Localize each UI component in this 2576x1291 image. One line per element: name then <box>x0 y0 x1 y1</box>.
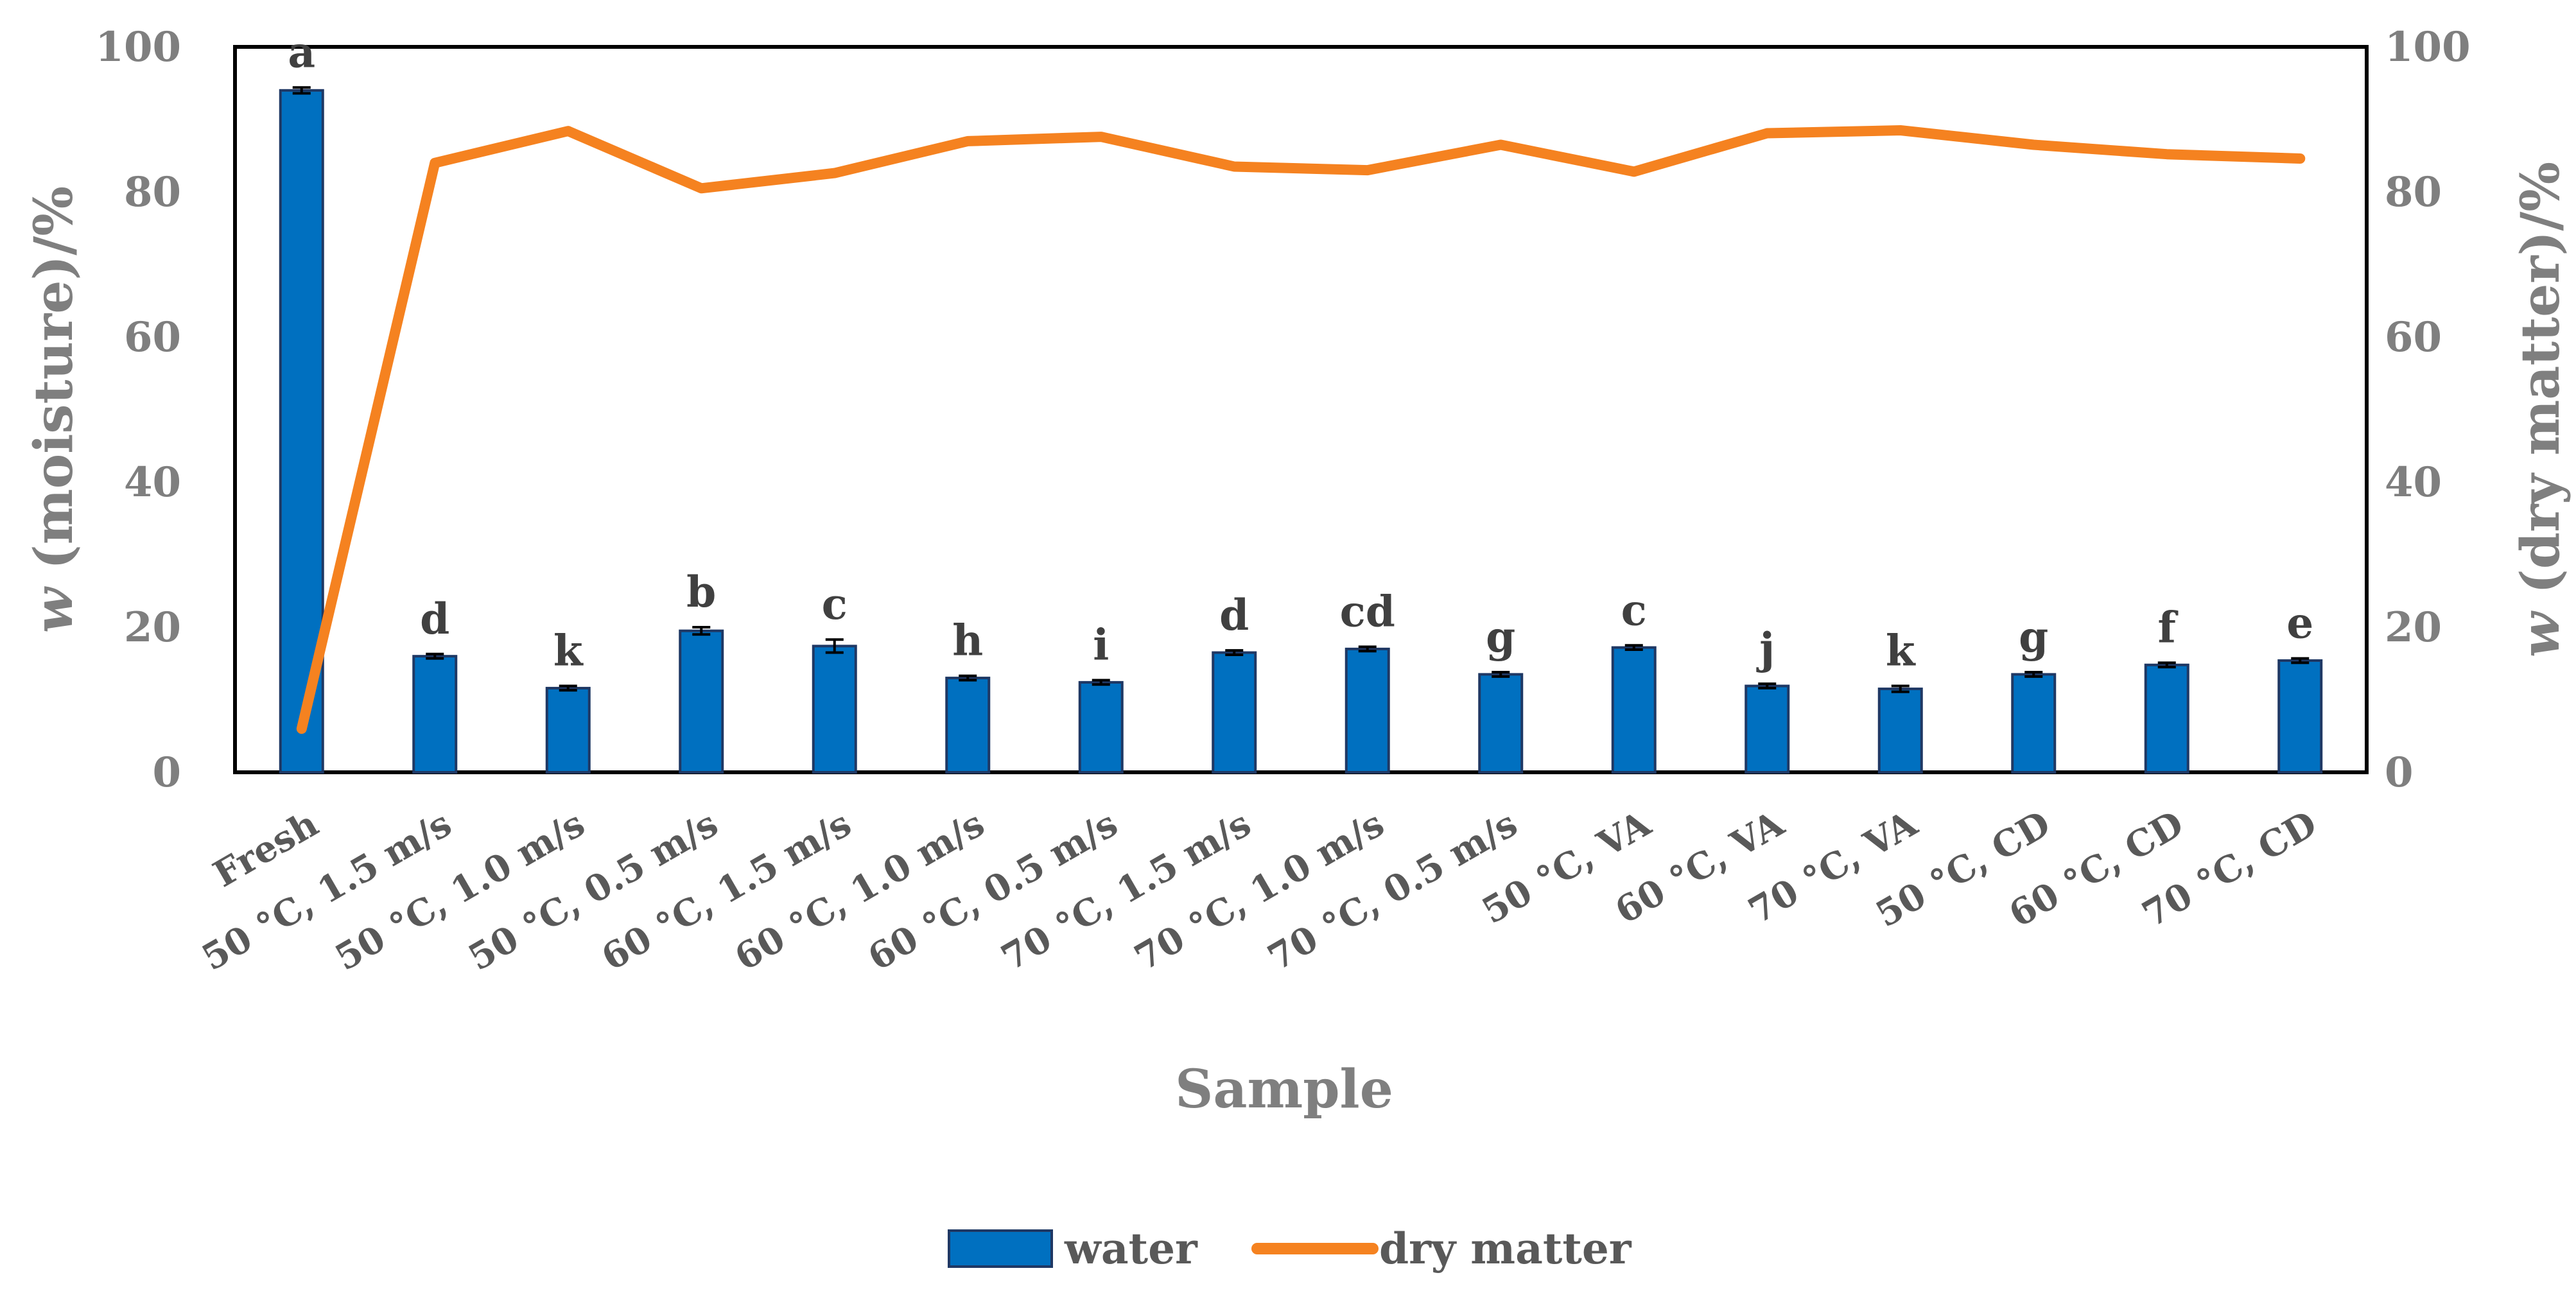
point-dry-matter <box>1764 130 1771 137</box>
significance-letter: d <box>420 594 449 644</box>
bar-water <box>2144 663 2189 774</box>
line-dry-matter <box>296 125 2306 734</box>
significance-letter: a <box>288 27 315 77</box>
bar-water <box>2277 659 2323 774</box>
y-tick-left: 80 <box>124 168 181 216</box>
y-tick-right: 20 <box>2385 603 2442 652</box>
point-dry-matter <box>564 128 571 135</box>
point-dry-matter <box>1630 168 1637 175</box>
point-dry-matter <box>1497 141 1504 148</box>
y-tick-right: 100 <box>2385 23 2471 71</box>
significance-letter: k <box>553 626 584 676</box>
legend-swatch-water <box>948 1229 1053 1268</box>
significance-letter: f <box>2158 602 2179 652</box>
y-tick-left: 60 <box>124 313 181 361</box>
significance-letter: j <box>1756 623 1775 673</box>
bar-water <box>1877 688 1923 774</box>
legend-label-dry-matter: dry matter <box>1379 1224 1632 1274</box>
significance-letter: g <box>2019 612 2048 662</box>
bar-water <box>945 677 991 774</box>
right-axis-ticks: 0 20 40 60 80 100 <box>2385 23 2471 797</box>
axis-title-rest: (dry matter)/% <box>2510 162 2572 612</box>
point-dry-matter <box>1097 134 1104 141</box>
bar-water <box>1611 646 1657 774</box>
variable-symbol: w <box>23 586 85 633</box>
y-tick-right: 0 <box>2385 749 2414 797</box>
significance-letter: k <box>1886 626 1916 676</box>
significance-letters: a d k b c h i d cd g c j k g f e <box>288 27 2313 675</box>
variable-symbol: w <box>2510 611 2572 657</box>
bar-water <box>1478 673 1524 774</box>
significance-letter: c <box>822 579 848 629</box>
significance-letter: c <box>1621 585 1647 635</box>
point-dry-matter <box>2030 141 2037 148</box>
y-axis-title-left: w (moisture)/% <box>23 186 85 633</box>
significance-letter: b <box>686 567 716 617</box>
significance-letter: cd <box>1340 587 1395 637</box>
point-dry-matter <box>1231 163 1238 170</box>
point-dry-matter <box>831 169 838 177</box>
point-dry-matter <box>431 159 439 166</box>
x-axis-title: Sample <box>1175 1059 1393 1120</box>
point-dry-matter <box>298 725 305 732</box>
significance-letter: h <box>952 616 983 666</box>
point-dry-matter <box>2297 155 2304 162</box>
y-tick-left: 20 <box>124 603 181 652</box>
point-dry-matter <box>1897 126 1904 134</box>
bar-water <box>412 655 458 774</box>
y-tick-right: 40 <box>2385 458 2442 507</box>
bar-water <box>1345 647 1390 774</box>
bar-water <box>2011 673 2057 774</box>
bar-water <box>812 645 857 774</box>
point-dry-matter <box>964 137 971 144</box>
bars-layer <box>279 86 2323 774</box>
point-dry-matter <box>2163 151 2170 158</box>
significance-letter: d <box>1219 590 1249 640</box>
legend: water dry matter <box>948 1224 1632 1274</box>
significance-letter: g <box>1486 612 1515 662</box>
bar-water <box>545 686 591 774</box>
y-axis-title-right: w (dry matter)/% <box>2510 162 2572 657</box>
bar-water <box>1212 651 1257 774</box>
bar-water <box>1745 684 1790 774</box>
point-dry-matter <box>1364 167 1371 174</box>
y-tick-left: 0 <box>152 749 181 797</box>
significance-letter: e <box>2286 598 2313 648</box>
bar-water <box>1078 680 1124 774</box>
plot-area <box>233 45 2369 774</box>
y-tick-left: 100 <box>95 23 181 71</box>
line-layer <box>296 125 2306 734</box>
y-tick-right: 80 <box>2385 168 2442 216</box>
bar-water <box>679 629 724 774</box>
plot-frame <box>233 45 2369 774</box>
y-tick-right: 60 <box>2385 313 2442 361</box>
point-dry-matter <box>698 185 705 192</box>
y-tick-left: 40 <box>124 458 181 507</box>
legend-label-water: water <box>1064 1224 1198 1274</box>
significance-letter: i <box>1093 620 1109 670</box>
axis-title-rest: (moisture)/% <box>23 186 85 588</box>
left-axis-ticks: 0 20 40 60 80 100 <box>95 23 181 797</box>
